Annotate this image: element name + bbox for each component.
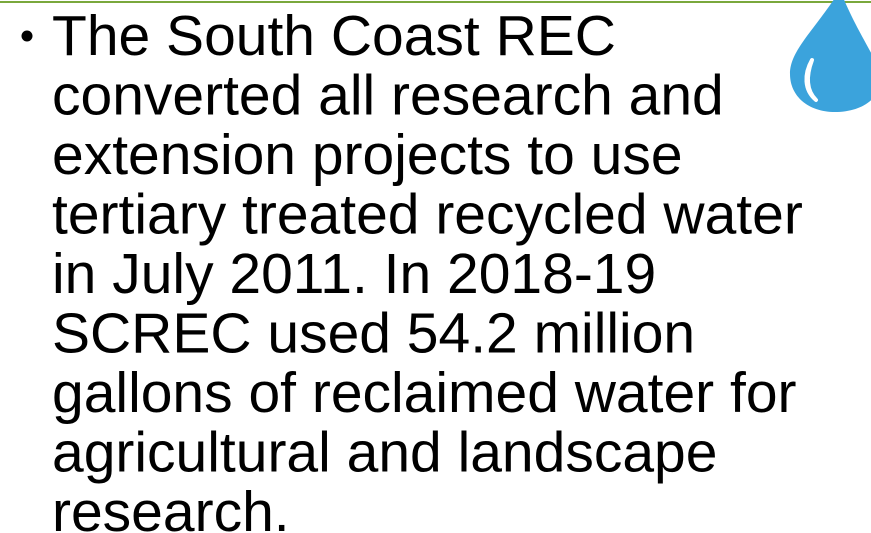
text-line: extension projects to use — [52, 123, 683, 187]
water-drop-icon — [790, 0, 871, 112]
bullet-point — [21, 30, 33, 42]
text-line: SCREC used 54.2 million — [52, 302, 695, 366]
text-line: research. — [52, 480, 290, 533]
text-line: in July 2011. In 2018-19 — [52, 242, 656, 306]
text-line: gallons of reclaimed water for — [52, 361, 797, 425]
text-line: agricultural and landscape — [52, 421, 717, 485]
text-line: The South Coast REC — [52, 4, 616, 68]
text-line: converted all research and — [52, 64, 724, 128]
text-line: tertiary treated recycled water — [52, 183, 803, 247]
